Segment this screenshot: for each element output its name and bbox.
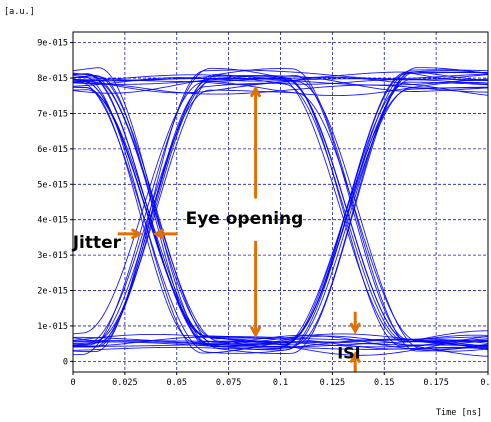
y-tick-label: 0: [63, 357, 68, 367]
isi-arrow-down: [349, 311, 361, 335]
eye-trace: [72, 74, 489, 348]
x-tick-label: 0.15: [374, 378, 394, 388]
x-tick-label: 0.05: [167, 378, 187, 388]
y-tick-label: 3e-015: [37, 251, 68, 261]
eye-trace: [73, 79, 488, 349]
eye-trace: [72, 67, 489, 351]
eye-trace: [72, 69, 489, 353]
axis-ticks: 0 0.025 0.05 0.075 0.1 0.125 0.15 0.175 0.2 0 1e-0…: [37, 39, 491, 388]
eye-trace: [72, 76, 489, 335]
eye-trace: [72, 67, 489, 354]
eye-opening-arrow-down: [250, 240, 261, 338]
annotation-jitter: Jitter: [72, 233, 122, 253]
eye-traces: [72, 67, 489, 357]
eye-trace: [72, 70, 489, 346]
x-tick-label: 0: [70, 378, 75, 388]
eye-trace: [72, 81, 489, 347]
y-tick-label: 5e-015: [37, 180, 68, 190]
y-tick-label: 9e-015: [37, 39, 68, 49]
x-tick-label: 0.125: [320, 378, 346, 388]
y-tick-label: 1e-015: [37, 322, 68, 332]
eye-opening-arrow-up: [250, 85, 261, 199]
plot-frame: [72, 31, 489, 373]
y-tick-label: 8e-015: [37, 74, 68, 84]
x-tick-label: 0.075: [216, 378, 242, 388]
eye-trace: [72, 72, 489, 352]
eye-trace: [72, 78, 489, 356]
eye-trace: [72, 69, 489, 351]
y-tick-label: 7e-015: [37, 109, 68, 119]
x-tick-label: 0.175: [423, 378, 449, 388]
y-tick-label: 6e-015: [37, 145, 68, 155]
y-axis-title: [a.u.]: [4, 7, 35, 17]
x-tick-label: 0.2: [480, 378, 491, 388]
annotations-layer: Jitter Eye opening ISI: [72, 85, 361, 372]
x-axis-title: Time [ns]: [436, 408, 482, 418]
x-tick-label: 0.025: [112, 378, 138, 388]
eye-trace: [72, 82, 489, 95]
annotation-eye-opening: Eye opening: [186, 209, 304, 229]
y-tick-label: 4e-015: [37, 216, 68, 226]
annotation-isi: ISI: [337, 344, 360, 363]
eye-trace: [72, 78, 489, 86]
eye-trace: [72, 86, 489, 348]
eye-trace: [72, 335, 489, 357]
jitter-arrow-left: [117, 228, 143, 240]
jitter-arrow-right: [152, 228, 178, 240]
y-tick-label: 2e-015: [37, 287, 68, 297]
x-tick-label: 0.1: [273, 378, 288, 388]
isi-arrow-up: [349, 351, 361, 372]
eye-trace: [72, 74, 489, 92]
